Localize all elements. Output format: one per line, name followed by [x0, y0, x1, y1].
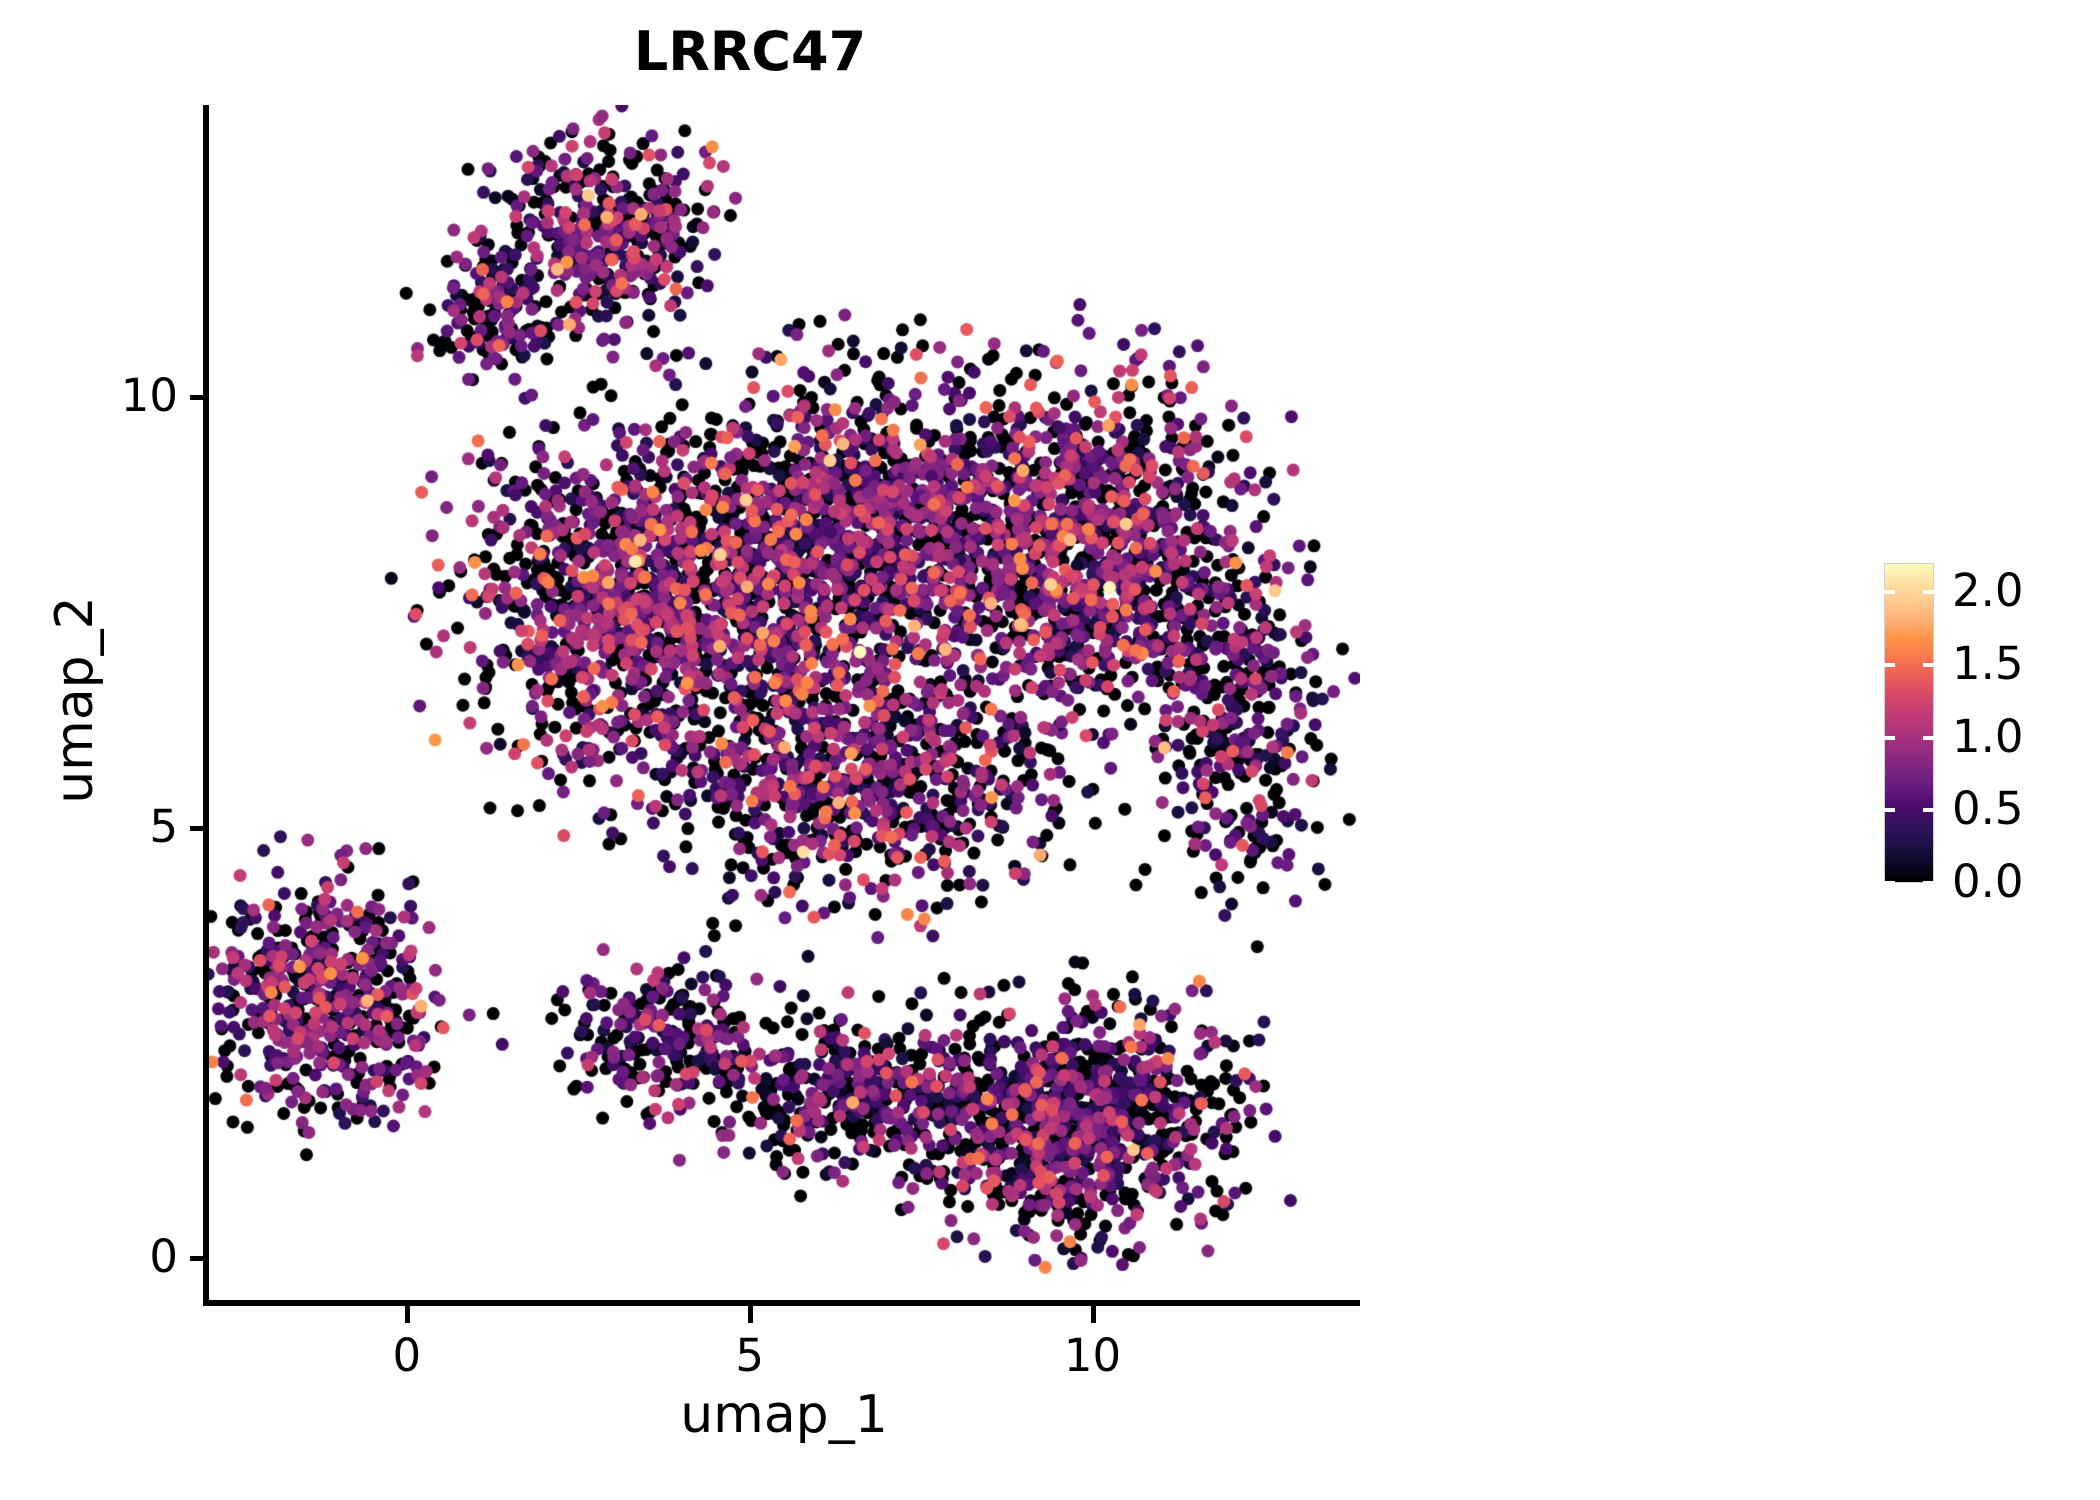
colorbar-tick-mark	[1923, 662, 1934, 667]
y-tick-mark	[190, 395, 207, 401]
x-axis-label: umap_1	[680, 1385, 888, 1445]
x-tick-label: 10	[1063, 1329, 1122, 1382]
colorbar-tick-mark	[1923, 735, 1934, 740]
x-tick-mark	[1090, 1306, 1096, 1323]
colorbar-gradient	[1884, 563, 1934, 883]
y-tick-mark	[190, 825, 207, 831]
page-title: LRRC47	[633, 20, 867, 83]
colorbar-tick-mark	[1923, 808, 1934, 813]
colorbar-tick-label: 1.5	[1952, 636, 2024, 690]
colorbar-tick-label: 0.5	[1952, 782, 2024, 836]
y-tick-label: 0	[149, 1229, 178, 1283]
colorbar-tick-mark	[1923, 881, 1934, 885]
umap-scatter-canvas[interactable]	[208, 105, 1360, 1305]
y-axis-label: umap_2	[45, 596, 105, 804]
colorbar-tick-label: 1.0	[1952, 709, 2024, 763]
x-tick-label: 0	[392, 1329, 422, 1382]
colorbar-tick-mark	[1884, 590, 1895, 595]
colorbar-tick-mark	[1884, 662, 1895, 667]
y-axis-spine	[203, 105, 209, 1306]
x-axis-spine	[203, 1300, 1360, 1306]
y-tick-mark	[190, 1255, 207, 1261]
x-tick-mark	[747, 1306, 753, 1323]
y-tick-label: 5	[149, 799, 178, 853]
colorbar-tick-mark	[1884, 808, 1895, 813]
colorbar-tick-label: 2.0	[1952, 564, 2024, 618]
colorbar-tick-label: 0.0	[1952, 855, 2024, 908]
plot-axes-area[interactable]	[208, 105, 1360, 1305]
y-tick-label: 10	[120, 369, 178, 423]
x-tick-mark	[404, 1306, 410, 1323]
colorbar-tick-mark	[1884, 881, 1895, 885]
colorbar-tick-mark	[1884, 735, 1895, 740]
colorbar[interactable]: 0.0 0.5 1.0 1.5 2.0	[1884, 563, 2084, 904]
colorbar-tick-mark	[1923, 590, 1934, 595]
x-tick-label: 5	[735, 1329, 765, 1382]
